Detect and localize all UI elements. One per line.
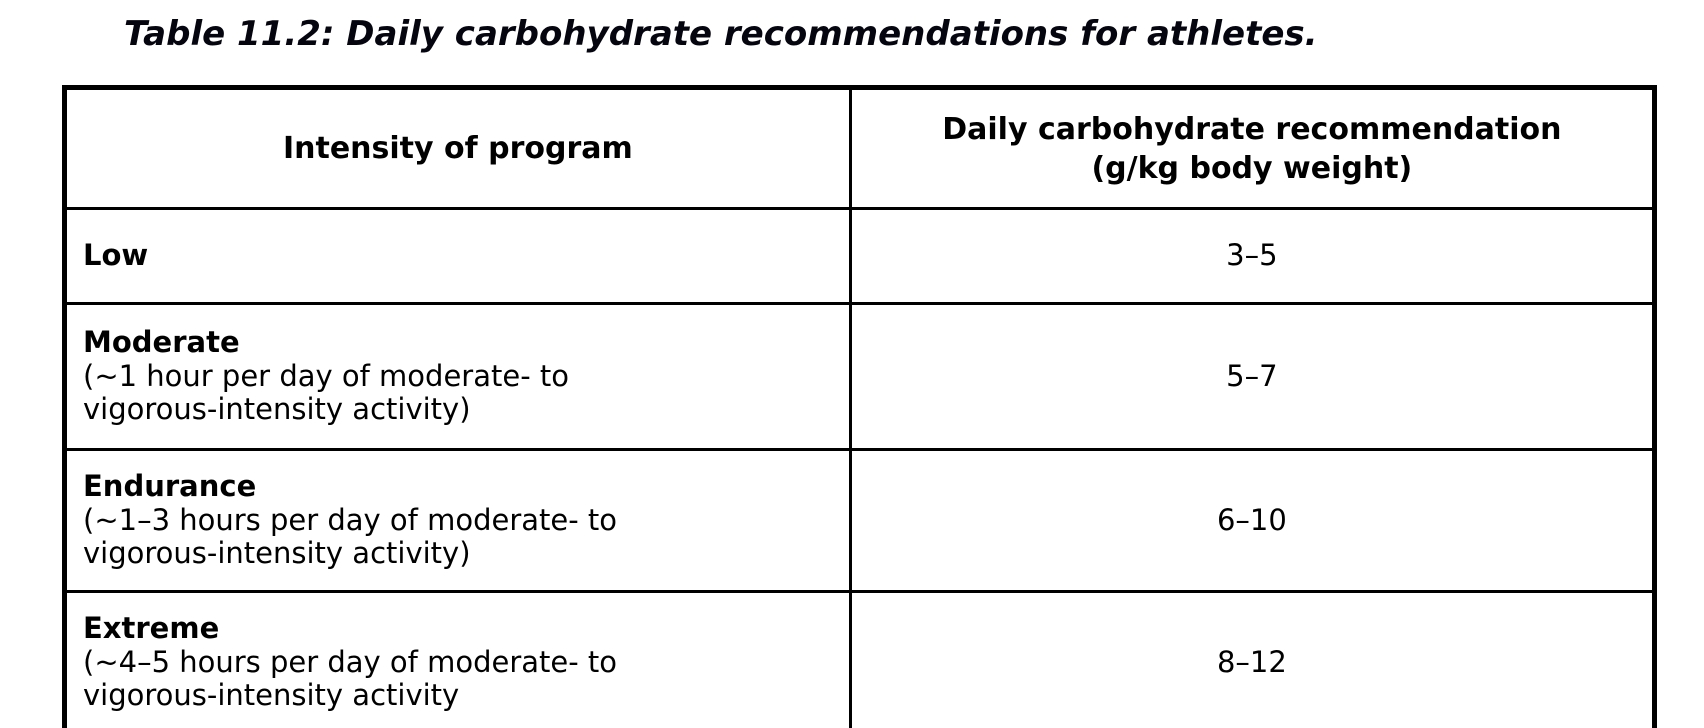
- recommendation-value: 3–5: [848, 207, 1657, 305]
- intensity-name: Endurance: [83, 469, 257, 504]
- recommendation-value: 8–12: [848, 590, 1657, 728]
- table-row-endurance: Endurance (~1–3 hours per day of moderate…: [63, 448, 1657, 593]
- intensity-name: Extreme: [83, 611, 220, 646]
- table-body: Low 3–5 Moderate (~1 hour per day of mode…: [63, 207, 1657, 728]
- recommendation-value: 5–7: [848, 302, 1657, 451]
- table-row-moderate: Moderate (~1 hour per day of moderate- to…: [63, 302, 1657, 451]
- column-header-recommendation: Daily carbohydrate recommendation (g/kg …: [848, 86, 1657, 210]
- carb-recommendations-table: Intensity of program Daily carbohydrate …: [62, 85, 1657, 728]
- intensity-description: (~1 hour per day of moderate- to vigorou…: [83, 358, 569, 427]
- intensity-cell: Moderate (~1 hour per day of moderate- to…: [63, 302, 852, 451]
- intensity-description: (~1–3 hours per day of moderate- to vigo…: [83, 502, 618, 571]
- intensity-name: Moderate: [83, 325, 240, 360]
- table-row-low: Low 3–5: [63, 207, 1657, 305]
- table-header: Intensity of program Daily carbohydrate …: [63, 86, 1657, 210]
- recommendation-value: 6–10: [848, 448, 1657, 593]
- intensity-cell: Low: [63, 207, 852, 305]
- intensity-name: Low: [83, 238, 149, 273]
- intensity-description: (~4–5 hours per day of moderate- to vigo…: [83, 644, 618, 713]
- column-header-intensity: Intensity of program: [63, 86, 852, 210]
- intensity-cell: Endurance (~1–3 hours per day of moderate…: [63, 448, 852, 593]
- header-row: Intensity of program Daily carbohydrate …: [63, 86, 1657, 210]
- intensity-cell: Extreme (~4–5 hours per day of moderate- …: [63, 590, 852, 728]
- table-caption: Table 11.2: Daily carbohydrate recommend…: [124, 14, 1318, 54]
- table-row-extreme: Extreme (~4–5 hours per day of moderate- …: [63, 590, 1657, 728]
